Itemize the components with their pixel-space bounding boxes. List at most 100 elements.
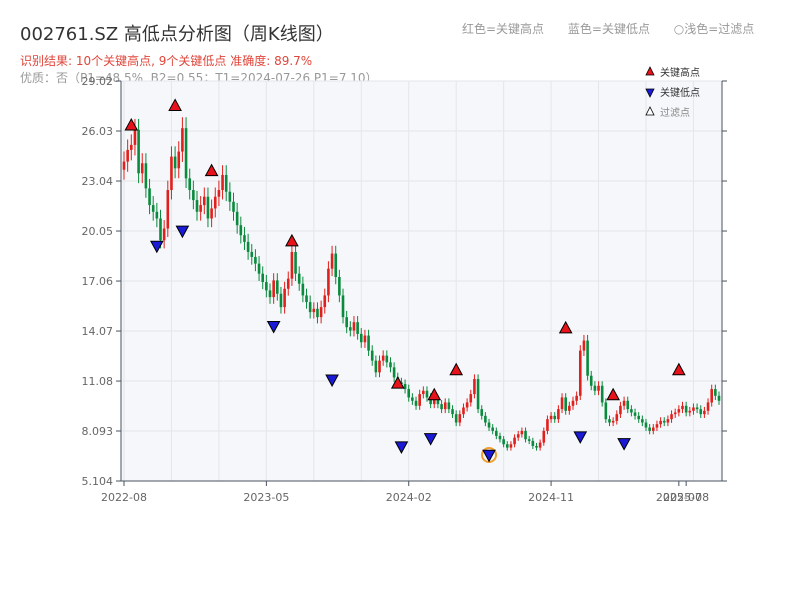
candle-body: [203, 196, 206, 206]
candle-body: [655, 424, 659, 428]
candle-body: [641, 419, 644, 423]
candle-body: [177, 151, 181, 169]
x-tick-label: 2024-02: [386, 491, 432, 504]
candle-body: [162, 228, 166, 241]
candle-body: [524, 430, 527, 440]
candle-body: [538, 442, 542, 448]
candle-body: [133, 129, 137, 145]
candle-body: [206, 196, 210, 219]
candle-body: [389, 362, 392, 368]
candle-body: [513, 437, 516, 445]
candle-body: [290, 251, 294, 279]
candle-body: [301, 283, 305, 296]
candle-body: [692, 407, 695, 411]
candle-body: [330, 253, 334, 269]
candle-body: [462, 407, 465, 415]
candle-body: [469, 394, 473, 403]
candle-body: [374, 360, 378, 373]
top-legend-low: 蓝色=关键低点: [567, 22, 650, 36]
candle-body: [677, 409, 681, 413]
candle-body: [465, 402, 469, 408]
candle-body: [502, 439, 505, 445]
candle-body: [323, 295, 327, 308]
candle-body: [130, 144, 133, 150]
candle-body: [630, 409, 633, 413]
key-high-marker: [558, 320, 573, 334]
candle-body: [703, 410, 706, 415]
candle-body: [593, 385, 597, 391]
candle-body: [458, 414, 462, 423]
candle-body: [422, 390, 425, 395]
candle-body: [352, 322, 356, 331]
candle-body: [257, 263, 261, 274]
x-tick-label: 2025-07: [656, 491, 702, 504]
candle-body: [235, 211, 239, 226]
y-tick-label: 20.05: [82, 225, 114, 238]
key-high-marker: [390, 376, 405, 389]
markers: [124, 98, 686, 463]
candle-body: [181, 128, 184, 152]
y-tick-label: 8.093: [82, 425, 114, 438]
candle-body: [611, 420, 615, 423]
axes: 5.104 8.093 11.08 14.07 17.06 20.05 23.04 26.03…: [82, 75, 727, 504]
candle-body: [155, 211, 159, 219]
candle-body: [411, 397, 414, 401]
candle-body: [571, 400, 575, 406]
candle-body: [210, 208, 213, 219]
candle-body: [367, 335, 370, 351]
candle-body: [568, 405, 571, 411]
candle-body: [560, 397, 564, 410]
candle-body: [297, 273, 301, 284]
candle-body: [261, 273, 265, 283]
candle-body: [582, 340, 586, 351]
top-legend-high: 红色=关键高点: [462, 22, 545, 36]
key-high-marker: [168, 98, 182, 111]
candle-body: [662, 420, 666, 423]
candle-body: [684, 405, 688, 413]
candle-body: [451, 409, 454, 415]
candle-body: [338, 277, 341, 296]
candle-body: [232, 201, 235, 212]
key-high-marker: [285, 233, 299, 247]
candle-body: [633, 412, 637, 416]
candle-body: [363, 335, 367, 343]
y-tick-label: 23.04: [82, 175, 114, 188]
candle-body: [648, 427, 651, 431]
candle-body: [644, 422, 648, 428]
legend-filtered-label: 过滤点: [660, 106, 690, 119]
candle-body: [637, 415, 640, 420]
candle-body: [195, 200, 199, 212]
candle-body: [305, 295, 308, 303]
key-low-marker: [573, 431, 588, 444]
candle-body: [254, 256, 257, 264]
candle-body: [272, 280, 275, 298]
candle-body: [717, 395, 721, 401]
candle-body: [148, 188, 151, 206]
candle-body: [604, 402, 608, 420]
candle-body: [327, 268, 330, 296]
candle-body: [670, 414, 673, 420]
x-tick-label: 2023-05: [243, 491, 289, 504]
y-tick-label: 5.104: [82, 475, 114, 488]
x-tick-label: 2025-08: [663, 491, 709, 504]
candle-body: [491, 427, 494, 431]
key-low-marker: [482, 449, 496, 463]
candle-body: [436, 399, 440, 405]
candle-body: [283, 288, 286, 308]
candle-body: [706, 402, 710, 411]
candle-body: [549, 415, 553, 420]
chart-title: 002761.SZ 高低点分析图（周K线图）: [20, 24, 334, 45]
top-legend: 红色=关键高点 蓝色=关键低点 ○浅色=过滤点: [462, 20, 774, 37]
candle-body: [688, 410, 692, 413]
candle-body: [224, 174, 228, 192]
candle-body: [699, 409, 703, 415]
candle-body: [586, 340, 589, 376]
candle-body: [535, 445, 538, 448]
candle-body: [381, 355, 385, 361]
key-low-marker: [150, 240, 164, 254]
candle-body: [308, 302, 312, 313]
candle-body: [553, 415, 557, 420]
y-tick-label: 26.03: [82, 125, 114, 138]
